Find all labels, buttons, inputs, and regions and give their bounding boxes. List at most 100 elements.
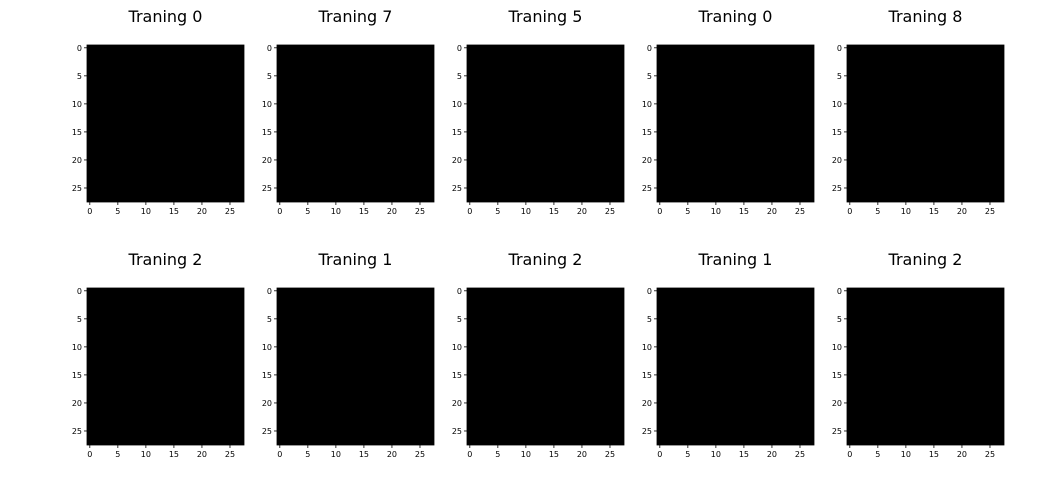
- y-tick-label: 15: [642, 371, 652, 380]
- panel: Traning 5 0 5 10 15 20 25 0 5 10 15 20 25: [452, 7, 624, 216]
- panel: Traning 70 5 10 15 20 250510152025: [262, 7, 434, 216]
- panel-title: Traning 2: [888, 250, 963, 269]
- y-tick-label: 10: [72, 343, 82, 352]
- panel: Traning 1 0 5 10 15 20 25 0 5 10 15 20 25: [262, 250, 434, 459]
- y-tick-label: 10: [832, 343, 842, 352]
- panel-title: Traning 1: [318, 250, 393, 269]
- x-tick-label: 15: [169, 450, 179, 459]
- panel: Traning 2 0 5 10 15 20 25 0 5 10 15 20 25: [72, 250, 244, 459]
- x-tick-label: 20: [957, 450, 967, 459]
- x-tick-label: 5: [875, 207, 880, 216]
- x-tick-label: 0: [277, 207, 282, 216]
- y-tick-label: 20: [832, 399, 842, 408]
- image-background: [847, 288, 1004, 445]
- x-tick-label: 10: [521, 450, 531, 459]
- panel: Traning 1 0 5 10 15 20 25 0 5 10 15 20 25: [642, 250, 814, 459]
- x-tick-label: 20: [957, 207, 967, 216]
- x-tick-label: 5: [685, 450, 690, 459]
- y-tick-label: 25: [832, 184, 842, 193]
- x-tick-label: 5: [115, 450, 120, 459]
- panel-title: Traning 2: [508, 250, 583, 269]
- x-tick-label: 25: [605, 450, 615, 459]
- x-tick-label: 15: [549, 207, 559, 216]
- x-tick-label: 5: [875, 450, 880, 459]
- panel-title: Traning 2: [128, 250, 203, 269]
- image-background: [657, 45, 814, 202]
- x-tick-label: 10: [141, 207, 151, 216]
- y-tick-label: 10: [262, 343, 272, 352]
- y-tick-label: 0: [77, 287, 82, 296]
- x-tick-label: 20: [577, 207, 587, 216]
- panel: Traning 2 0 5 10 15 20 25 0 5 10 15 20 25: [452, 250, 624, 459]
- x-tick-label: 25: [225, 450, 235, 459]
- x-tick-label: 15: [929, 450, 939, 459]
- x-tick-label: 25: [795, 450, 805, 459]
- x-tick-label: 10: [901, 207, 911, 216]
- x-tick-label: 10: [331, 207, 341, 216]
- x-tick-label: 25: [985, 450, 995, 459]
- y-tick-label: 25: [452, 184, 462, 193]
- y-tick-label: 5: [457, 315, 462, 324]
- panel: Traning 2 0 5 10 15 20 25 0 5 10 15 20 25: [832, 250, 1004, 459]
- x-tick-label: 20: [197, 450, 207, 459]
- x-tick-label: 25: [985, 207, 995, 216]
- x-tick-label: 5: [685, 207, 690, 216]
- x-tick-label: 10: [521, 207, 531, 216]
- image-background: [277, 288, 434, 445]
- panel-title: Traning 5: [508, 7, 583, 26]
- x-tick-label: 25: [605, 207, 615, 216]
- x-tick-label: 20: [197, 207, 207, 216]
- x-tick-label: 10: [331, 450, 341, 459]
- x-tick-label: 10: [711, 207, 721, 216]
- y-tick-label: 15: [262, 371, 272, 380]
- y-tick-label: 0: [267, 44, 272, 53]
- y-tick-label: 5: [457, 72, 462, 81]
- panel: Traning 8 0 5 10 15 20 25 0 5 10 15 20 25: [832, 7, 1004, 216]
- x-tick-label: 0: [847, 450, 852, 459]
- y-tick-label: 0: [77, 44, 82, 53]
- x-tick-label: 15: [549, 450, 559, 459]
- x-tick-label: 0: [87, 207, 92, 216]
- x-tick-label: 5: [305, 450, 310, 459]
- y-tick-label: 20: [72, 399, 82, 408]
- y-tick-label: 5: [77, 315, 82, 324]
- x-tick-label: 0: [657, 450, 662, 459]
- x-tick-label: 0: [467, 207, 472, 216]
- y-tick-label: 20: [72, 156, 82, 165]
- image-background: [467, 45, 624, 202]
- x-tick-label: 15: [739, 207, 749, 216]
- y-tick-label: 10: [642, 343, 652, 352]
- x-tick-label: 0: [87, 450, 92, 459]
- y-tick-label: 15: [832, 128, 842, 137]
- x-tick-label: 15: [359, 207, 369, 216]
- y-tick-label: 5: [647, 72, 652, 81]
- x-tick-label: 0: [277, 450, 282, 459]
- image-background: [87, 45, 244, 202]
- x-tick-label: 25: [415, 450, 425, 459]
- x-tick-label: 20: [767, 450, 777, 459]
- y-tick-label: 0: [647, 287, 652, 296]
- y-tick-label: 15: [452, 371, 462, 380]
- y-tick-label: 5: [267, 72, 272, 81]
- y-tick-label: 5: [267, 315, 272, 324]
- y-tick-label: 5: [837, 72, 842, 81]
- y-tick-label: 25: [642, 427, 652, 436]
- x-tick-label: 5: [495, 450, 500, 459]
- x-tick-label: 10: [901, 450, 911, 459]
- y-tick-label: 20: [452, 156, 462, 165]
- y-tick-label: 10: [452, 343, 462, 352]
- x-tick-label: 15: [929, 207, 939, 216]
- x-tick-label: 10: [711, 450, 721, 459]
- y-tick-label: 0: [457, 44, 462, 53]
- image-background: [467, 288, 624, 445]
- y-tick-label: 20: [262, 399, 272, 408]
- y-tick-label: 25: [452, 427, 462, 436]
- y-tick-label: 25: [832, 427, 842, 436]
- y-tick-label: 20: [642, 399, 652, 408]
- y-tick-label: 25: [72, 184, 82, 193]
- y-tick-label: 15: [72, 128, 82, 137]
- x-tick-label: 20: [577, 450, 587, 459]
- x-tick-label: 5: [495, 207, 500, 216]
- y-tick-label: 20: [262, 156, 272, 165]
- panel-title: Traning 1: [698, 250, 773, 269]
